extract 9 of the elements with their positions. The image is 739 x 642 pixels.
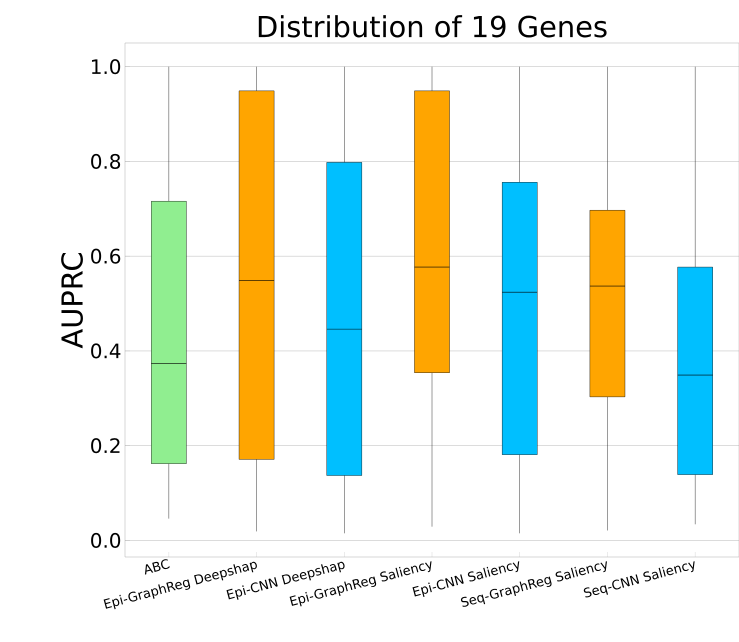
y-axis-title: AUPRC (61, 252, 83, 348)
y-tick-label: 0.8 (91, 154, 120, 169)
y-tick-label: 1.0 (92, 59, 120, 74)
chart-title: Distribution of 19 Genes (258, 15, 607, 38)
y-tick-label: 0.6 (91, 248, 120, 264)
y-tick-label: 0.0 (91, 532, 120, 548)
y-tick-label: 0.4 (91, 343, 120, 358)
x-tick-label: ABC (144, 559, 170, 575)
y-tick-label: 0.2 (91, 438, 120, 454)
